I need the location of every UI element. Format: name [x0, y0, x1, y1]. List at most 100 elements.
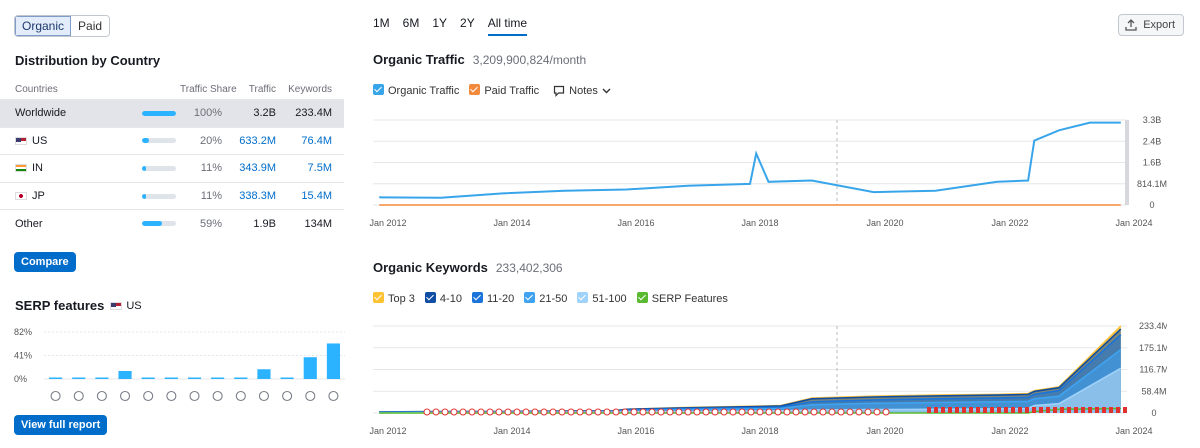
google-icon[interactable] [819, 408, 827, 416]
legend-item[interactable]: 4-10 [424, 292, 462, 305]
serp-bar[interactable] [303, 357, 317, 379]
time-option[interactable]: 2Y [460, 16, 475, 30]
time-option[interactable]: All time [487, 16, 528, 36]
google-icon[interactable] [549, 408, 557, 416]
google-icon[interactable] [639, 408, 647, 416]
keywords-value[interactable]: 7.5M [307, 162, 332, 175]
google-icon[interactable] [459, 408, 467, 416]
traffic-value[interactable]: 343.9M [239, 162, 276, 175]
keywords-value[interactable]: 76.4M [301, 134, 332, 147]
google-icon[interactable] [882, 408, 890, 416]
flag-marker[interactable] [997, 407, 1001, 413]
google-icon[interactable] [423, 408, 431, 416]
flag-marker[interactable] [1116, 407, 1120, 413]
table-row[interactable]: Other 59% 1.9B 134M [0, 209, 344, 237]
legend-item[interactable]: 21-50 [524, 292, 567, 305]
flag-marker[interactable] [969, 407, 973, 413]
google-icon[interactable] [801, 408, 809, 416]
serp-bar[interactable] [141, 377, 155, 380]
serp-bar[interactable] [187, 377, 202, 380]
google-icon[interactable] [657, 408, 665, 416]
google-icon[interactable] [711, 408, 719, 416]
google-icon[interactable] [792, 408, 800, 416]
flag-marker[interactable] [1081, 407, 1085, 413]
flag-marker[interactable] [1060, 407, 1064, 413]
serp-bar[interactable] [326, 343, 340, 379]
google-icon[interactable] [648, 408, 656, 416]
flag-marker[interactable] [1032, 407, 1036, 413]
flag-marker[interactable] [1018, 407, 1022, 413]
flag-marker[interactable] [990, 407, 994, 413]
table-row[interactable]: JP 11% 338.3M 15.4M [0, 181, 344, 210]
google-icon[interactable] [783, 408, 791, 416]
flag-marker[interactable] [1109, 407, 1113, 413]
google-icon[interactable] [756, 408, 764, 416]
google-icon[interactable] [747, 408, 755, 416]
google-icon[interactable] [540, 408, 548, 416]
google-icon[interactable] [693, 408, 701, 416]
serp-bar[interactable] [72, 377, 86, 380]
flag-marker[interactable] [1123, 407, 1127, 413]
serp-country[interactable]: US [110, 300, 142, 312]
google-icon[interactable] [441, 408, 449, 416]
legend-paid-traffic[interactable]: Paid Traffic [469, 84, 539, 97]
flag-marker[interactable] [1067, 407, 1071, 413]
google-icon[interactable] [765, 408, 773, 416]
serp-bar[interactable] [257, 369, 271, 379]
serp-bar[interactable] [211, 377, 225, 380]
serp-bar[interactable] [95, 377, 109, 380]
table-row[interactable]: US 20% 633.2M 76.4M [0, 126, 344, 155]
flag-marker[interactable] [976, 407, 980, 413]
google-icon[interactable] [603, 408, 611, 416]
table-row[interactable]: IN 11% 343.9M 7.5M [0, 154, 344, 182]
flag-marker[interactable] [1095, 407, 1099, 413]
flag-marker[interactable] [1004, 407, 1008, 413]
flag-marker[interactable] [1011, 407, 1015, 413]
time-option[interactable]: 1Y [432, 16, 448, 30]
google-icon[interactable] [684, 408, 692, 416]
serp-bar[interactable] [49, 377, 63, 380]
google-icon[interactable] [567, 408, 575, 416]
time-option[interactable]: 6M [402, 16, 420, 30]
traffic-value[interactable]: 338.3M [239, 190, 276, 203]
flag-marker[interactable] [955, 407, 959, 413]
google-icon[interactable] [468, 408, 476, 416]
flag-marker[interactable] [1053, 407, 1057, 413]
legend-item[interactable]: 11-20 [471, 292, 514, 305]
serp-bar[interactable] [164, 377, 178, 380]
google-icon[interactable] [585, 408, 593, 416]
google-icon[interactable] [810, 408, 818, 416]
google-icon[interactable] [828, 408, 836, 416]
flag-marker[interactable] [934, 407, 938, 413]
google-icon[interactable] [594, 408, 602, 416]
google-icon[interactable] [675, 408, 683, 416]
google-icon[interactable] [774, 408, 782, 416]
google-icon[interactable] [837, 408, 845, 416]
keywords-value[interactable]: 15.4M [301, 190, 332, 203]
traffic-value[interactable]: 633.2M [239, 134, 276, 147]
google-icon[interactable] [486, 408, 494, 416]
export-button[interactable]: Export [1118, 14, 1184, 36]
flag-marker[interactable] [962, 407, 966, 413]
google-icon[interactable] [450, 408, 458, 416]
table-row[interactable]: Worldwide 100% 3.2B 233.4M [0, 99, 344, 127]
google-icon[interactable] [846, 408, 854, 416]
flag-marker[interactable] [941, 407, 945, 413]
serp-bar[interactable] [280, 377, 294, 380]
flag-marker[interactable] [1074, 407, 1078, 413]
flag-marker[interactable] [1025, 407, 1029, 413]
view-full-report-button[interactable]: View full report [14, 415, 108, 435]
google-icon[interactable] [495, 408, 503, 416]
serp-bar[interactable] [234, 377, 248, 380]
google-icon[interactable] [432, 408, 440, 416]
flag-marker[interactable] [1102, 407, 1106, 413]
flag-marker[interactable] [948, 407, 952, 413]
google-icon[interactable] [666, 408, 674, 416]
legend-item[interactable]: 51-100 [577, 292, 627, 305]
google-icon[interactable] [738, 408, 746, 416]
organic-tab[interactable]: Organic [15, 16, 72, 36]
google-icon[interactable] [729, 408, 737, 416]
google-icon[interactable] [621, 408, 629, 416]
notes-dropdown[interactable]: Notes [553, 85, 611, 97]
legend-organic-traffic[interactable]: Organic Traffic [373, 84, 459, 97]
